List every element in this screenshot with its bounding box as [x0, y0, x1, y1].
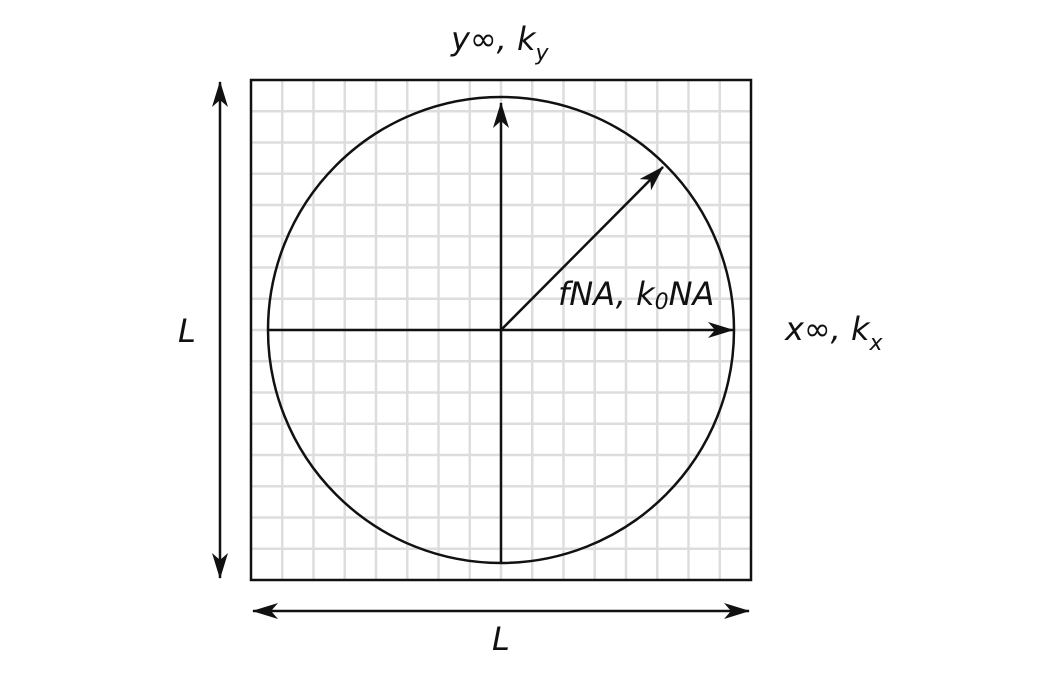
bottom-dimension-label: L	[492, 620, 510, 658]
field-square	[249, 78, 753, 582]
right-axis-label: x∞, kx	[784, 310, 883, 356]
radius-label: fNA, k0NA	[558, 275, 714, 315]
top-axis-label: y∞, ky	[450, 20, 549, 66]
radius-arrow	[500, 166, 664, 331]
left-dimension-label: L	[178, 312, 196, 350]
